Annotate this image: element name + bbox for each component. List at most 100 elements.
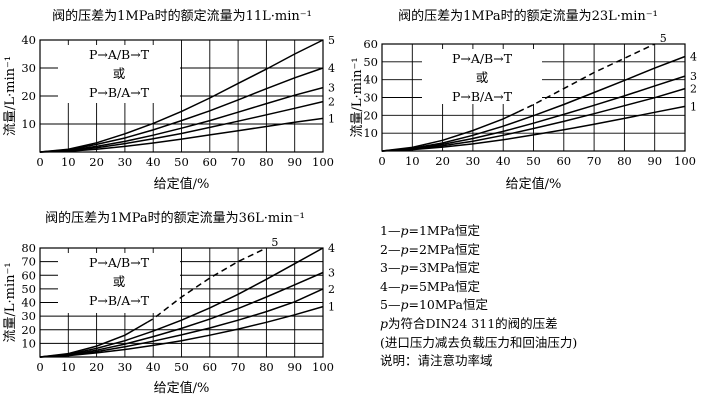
plot-frame: [39, 247, 324, 358]
x-tick-label: 10: [61, 360, 76, 374]
y-tick-label: 30: [21, 309, 36, 323]
series-2-line: [39, 100, 324, 153]
series-1-line: [39, 305, 324, 358]
chart-title: 阀的压差为1MPa时的额定流量为36L·min⁻¹: [45, 210, 305, 226]
x-tick-label: 80: [617, 154, 632, 168]
x-tick-label: 0: [36, 360, 43, 374]
series-5-label: 5: [271, 236, 278, 249]
y-tick-label: 20: [21, 89, 36, 103]
series-3-line: [39, 271, 324, 358]
x-tick-label: 50: [526, 154, 541, 168]
y-tick-label: 10: [363, 126, 378, 140]
series-3-label: 3: [328, 267, 335, 280]
y-tick-label: 60: [363, 37, 378, 51]
y-tick-label: 40: [21, 296, 36, 310]
legend-item-5: 5—p=10MPa恒定: [380, 296, 698, 315]
series-2-line: [381, 87, 686, 152]
series-1-label: 1: [690, 100, 697, 113]
x-tick-label: 100: [312, 360, 334, 374]
series-2-label: 2: [328, 283, 335, 296]
y-tick-label: 20: [363, 108, 378, 122]
chart-title: 阀的压差为1MPa时的额定流量为23L·min⁻¹: [398, 8, 658, 24]
series-1-label: 1: [328, 301, 335, 314]
series-2-line: [39, 288, 324, 358]
legend-paren-note: (进口压力减去负载压力和回油压力): [380, 334, 578, 350]
x-tick-label: 90: [287, 360, 302, 374]
legend-item-1-p: p: [400, 223, 409, 238]
series-5-line: [39, 321, 148, 358]
series-3-label: 3: [690, 70, 697, 83]
x-axis-label: 给定值/%: [154, 176, 210, 192]
legend-item-3-text: =3MPa恒定: [408, 260, 480, 276]
x-tick-label: 40: [496, 154, 511, 168]
x-tick-label: 70: [231, 155, 246, 169]
y-tick-label: 10: [21, 117, 36, 131]
series-5-label: 5: [660, 32, 667, 45]
inset-box: [422, 49, 542, 104]
y-tick-label: 50: [363, 55, 378, 69]
x-tick-label: 60: [202, 155, 217, 169]
x-tick-label: 100: [674, 154, 696, 168]
legend-item-3-lead: 3—: [380, 260, 401, 276]
series-2-label: 2: [690, 83, 697, 96]
series-3-label: 3: [328, 82, 335, 95]
x-tick-label: 90: [287, 155, 302, 169]
series-4-label: 4: [690, 50, 697, 63]
x-tick-label: 0: [378, 154, 385, 168]
x-tick-label: 10: [405, 154, 420, 168]
x-tick-label: 90: [647, 154, 662, 168]
x-tick-label: 50: [174, 360, 189, 374]
legend-item-4-text: =5MPa恒定: [408, 278, 480, 294]
y-tick-label: 10: [21, 336, 36, 350]
legend-item-2-text: =2MPa恒定: [408, 241, 480, 257]
x-tick-label: 40: [146, 360, 161, 374]
legend-item-5-text: =10MPa恒定: [408, 297, 488, 313]
y-tick-label: 40: [363, 73, 378, 87]
legend-p-symbol: p: [380, 315, 389, 331]
legend-remark: 说明：请注意功率域: [380, 353, 493, 369]
x-tick-label: 60: [202, 360, 217, 374]
series-4-line: [39, 67, 324, 153]
plot-frame: [39, 39, 324, 153]
x-tick-label: 20: [89, 360, 104, 374]
chart-top-right: 阀的压差为1MPa时的额定流量为23L·min⁻¹0 10 20 30 40 50 60 70…: [350, 8, 697, 192]
legend-item-5-p: p: [400, 297, 409, 313]
legend-item-4-p: p: [400, 278, 409, 294]
legend-item-1-lead: 1—: [380, 223, 401, 238]
series-5-dashed-line: [517, 43, 656, 113]
x-tick-label: 60: [556, 154, 571, 168]
x-tick-label: 10: [61, 155, 76, 169]
series-5-line: [381, 111, 519, 152]
x-tick-label: 30: [118, 155, 133, 169]
y-tick-label: 50: [21, 282, 36, 296]
legend: 1—p=1MPa恒定 2—p=2MPa恒定 3—p=3MPa恒定 4—p=5MP…: [380, 222, 698, 371]
series-5-label: 5: [328, 34, 335, 47]
inset-box: [58, 253, 180, 313]
y-tick-label: 60: [21, 268, 36, 282]
legend-item-3-p: p: [400, 260, 409, 276]
series-5-line: [39, 39, 324, 153]
series-4-line: [39, 247, 324, 358]
series-4-label: 4: [328, 242, 335, 255]
series-4-line: [381, 55, 686, 152]
inset-text-3: P→B/A→T: [89, 293, 150, 308]
legend-item-4: 4—p=5MPa恒定: [380, 278, 698, 297]
inset-text-3: P→B/A→T: [452, 89, 513, 104]
x-tick-label: 70: [587, 154, 602, 168]
series-1-line: [381, 105, 686, 152]
legend-p-note-text: 为符合DIN24 311的阀的压差: [388, 315, 558, 331]
legend-item-1-text: =1MPa恒定: [408, 223, 480, 238]
inset-text-2: 或: [113, 66, 126, 81]
y-axis-label: 流量/L·min⁻¹: [350, 57, 365, 137]
inset-text-3: P→B/A→T: [89, 85, 150, 100]
inset-text-1: P→A/B→T: [89, 255, 150, 270]
legend-item-4-lead: 4—: [380, 278, 401, 294]
legend-item-1: 1—p=1MPa恒定: [380, 222, 698, 241]
inset-text-2: 或: [476, 70, 489, 85]
legend-item-2: 2—p=2MPa恒定: [380, 241, 698, 260]
legend-item-2-p: p: [400, 241, 409, 257]
x-tick-label: 70: [231, 360, 246, 374]
series-2-label: 2: [328, 96, 335, 109]
series-1-line: [39, 117, 324, 153]
x-tick-label: 0: [36, 155, 43, 169]
